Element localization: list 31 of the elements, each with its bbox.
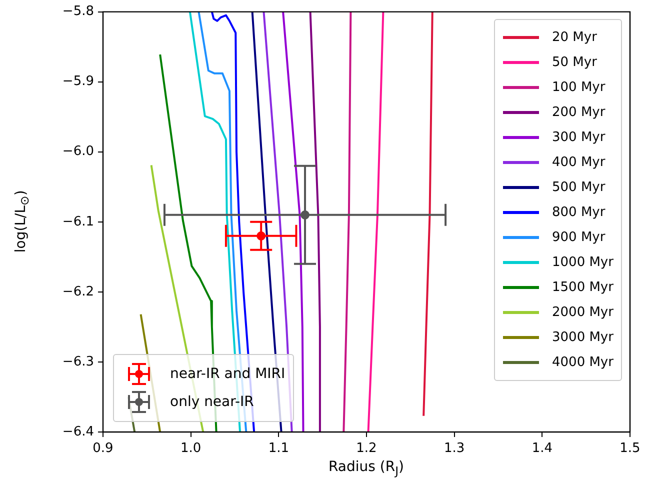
legend-label: 1000 Myr	[552, 254, 614, 270]
x-tick-label: 1.2	[356, 441, 377, 456]
y-tick-label: −6.4	[62, 424, 94, 440]
legend-label: 100 Myr	[552, 80, 606, 95]
legend-label: 400 Myr	[552, 154, 606, 170]
y-tick-label: −5.9	[62, 74, 94, 90]
legend-label: near-IR and MIRI	[170, 366, 286, 382]
x-tick-label: 1.1	[268, 441, 290, 456]
y-tick-label: −6.2	[62, 284, 94, 300]
legend-label: 20 Myr	[552, 30, 597, 45]
legend-label: 800 Myr	[552, 204, 606, 220]
x-tick-label: 1.0	[180, 441, 202, 456]
y-tick-label: −6.3	[62, 354, 94, 370]
legend-label: 50 Myr	[552, 54, 597, 70]
legend-label: 4000 Myr	[552, 354, 614, 370]
legend-label: 300 Myr	[552, 130, 606, 145]
x-tick-label: 1.5	[620, 441, 640, 456]
y-tick-label: −6.0	[62, 144, 94, 160]
x-tick-label: 0.9	[92, 441, 114, 456]
x-axis-title: Radius (R$_{J}$)	[328, 459, 404, 478]
legend-label: 3000 Myr	[552, 330, 614, 345]
legend-label: only near-IR	[170, 394, 254, 410]
legend-label: 900 Myr	[552, 230, 606, 245]
legend-label: 1500 Myr	[552, 280, 614, 295]
legend-label: 2000 Myr	[552, 304, 614, 320]
x-tick-label: 1.3	[444, 441, 465, 456]
x-tick-label: 1.4	[532, 441, 553, 456]
y-tick-label: −6.1	[62, 214, 94, 230]
legend-label: 500 Myr	[552, 180, 606, 195]
legend-label: 200 Myr	[552, 104, 606, 120]
y-tick-label: −5.8	[62, 4, 94, 20]
